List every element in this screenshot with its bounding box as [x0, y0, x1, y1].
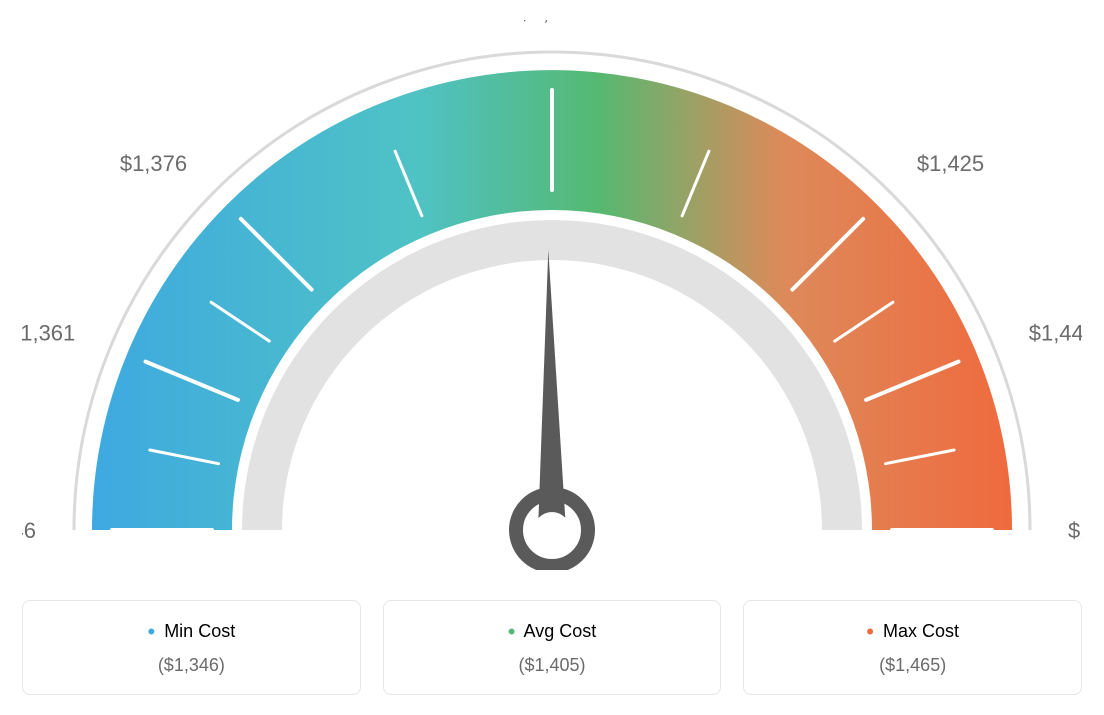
legend-card-max: • Max Cost ($1,465) [743, 600, 1082, 695]
legend-card-avg: • Avg Cost ($1,405) [383, 600, 722, 695]
gauge-tick-label: $1,465 [1068, 518, 1082, 543]
gauge-tick-label: $1,425 [917, 151, 984, 176]
cost-gauge-chart: $1,346 $1,361 $1,376 $1,405 $1,425 $1,445 $1,4… [20, 20, 1084, 695]
gauge-tick-label: $1,346 [22, 518, 36, 543]
dot-icon: • [508, 619, 516, 644]
legend-row: • Min Cost ($1,346) • Avg Cost ($1,405) … [22, 600, 1082, 695]
legend-title-min: • Min Cost [33, 619, 350, 645]
dot-icon: • [147, 619, 155, 644]
legend-value-min: ($1,346) [33, 655, 350, 676]
legend-value-avg: ($1,405) [394, 655, 711, 676]
legend-title-text: Max Cost [883, 621, 959, 641]
legend-title-text: Avg Cost [524, 621, 597, 641]
gauge-tick-label: $1,376 [120, 151, 187, 176]
gauge-tick-label: $1,361 [22, 321, 75, 346]
gauge-tick-label: $1,405 [518, 20, 585, 25]
legend-card-min: • Min Cost ($1,346) [22, 600, 361, 695]
dot-icon: • [866, 619, 874, 644]
gauge-svg: $1,346 $1,361 $1,376 $1,405 $1,425 $1,445 $1,4… [22, 20, 1082, 570]
legend-title-max: • Max Cost [754, 619, 1071, 645]
legend-title-avg: • Avg Cost [394, 619, 711, 645]
gauge-tick-label: $1,445 [1029, 321, 1082, 346]
gauge-svg-container: $1,346 $1,361 $1,376 $1,405 $1,425 $1,445 $1,4… [22, 20, 1082, 575]
legend-value-max: ($1,465) [754, 655, 1071, 676]
legend-title-text: Min Cost [164, 621, 235, 641]
